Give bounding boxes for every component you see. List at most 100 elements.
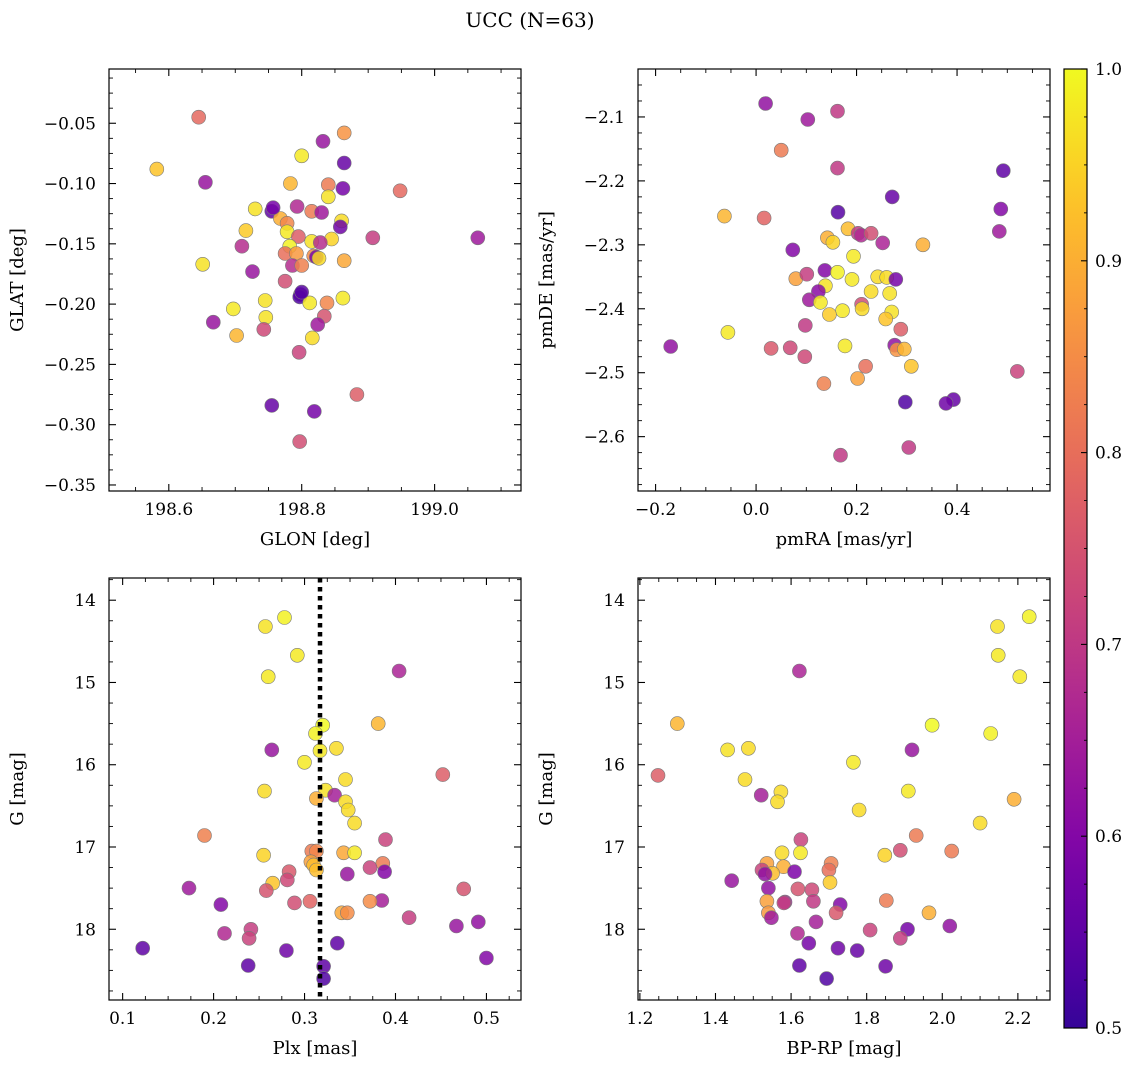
colorbar-tick-label: 1.0 (1095, 60, 1122, 80)
x-axis-label: pmRA [mas/yr] (776, 529, 913, 550)
data-point (291, 229, 306, 244)
data-point (191, 109, 206, 125)
y-tick-label: 16 (603, 756, 625, 776)
data-point (283, 176, 298, 191)
x-tick-label: 198.6 (144, 500, 193, 520)
data-point (896, 341, 912, 357)
data-point (650, 768, 666, 783)
data-point (903, 358, 919, 374)
figure-title: UCC (N=63) (465, 8, 594, 32)
data-point (882, 286, 898, 301)
y-tick-label: −2.3 (584, 236, 625, 256)
data-point (1009, 364, 1025, 379)
data-point (904, 742, 920, 758)
data-point (479, 950, 494, 966)
data-point (257, 293, 273, 308)
data-point (257, 783, 272, 799)
data-point (792, 663, 807, 679)
data-point (319, 295, 335, 311)
data-point (135, 940, 150, 956)
data-point (830, 940, 846, 956)
data-point (195, 256, 210, 272)
data-point (312, 235, 328, 250)
y-tick-label: 17 (74, 838, 96, 858)
data-point (761, 880, 776, 896)
y-tick-label: −2.4 (584, 300, 625, 320)
data-point (362, 860, 378, 875)
y-tick-label: 18 (603, 920, 625, 940)
data-point (737, 772, 753, 787)
data-point (336, 155, 352, 171)
data-point (830, 103, 845, 119)
data-point (938, 396, 954, 411)
x-tick-label: 0.5 (473, 1009, 500, 1029)
x-axis-label: GLON [deg] (260, 529, 370, 550)
x-tick-label: 0.0 (743, 500, 770, 520)
y-tick-label: −0.05 (44, 114, 96, 134)
data-point (370, 716, 386, 731)
data-point (470, 914, 486, 930)
data-point (149, 161, 165, 177)
x-tick-label: 1.2 (626, 1009, 653, 1029)
data-point (302, 295, 318, 311)
data-point (797, 318, 813, 333)
data-point (277, 610, 292, 625)
data-point (391, 663, 407, 679)
y-axis-label: pmDE [mas/yr] (536, 211, 557, 349)
data-point (294, 284, 310, 300)
data-point (835, 303, 850, 319)
data-point (339, 905, 355, 921)
data-point (884, 189, 900, 205)
data-point (801, 935, 817, 951)
data-point (306, 404, 322, 419)
data-point (764, 910, 779, 926)
x-tick-label: 199.0 (410, 500, 459, 520)
y-axis-label: G [mag] (7, 752, 28, 825)
data-point (983, 726, 999, 741)
data-point (289, 199, 305, 214)
data-point (877, 847, 893, 863)
data-point (314, 205, 329, 220)
data-point (717, 208, 732, 224)
data-point (247, 201, 263, 217)
data-point (241, 930, 257, 946)
data-point (854, 301, 870, 317)
data-point (258, 883, 274, 898)
x-tick-label: 0.2 (843, 500, 870, 520)
colorbar-tick-label: 0.5 (1095, 1019, 1122, 1039)
data-point (790, 926, 805, 941)
data-point (888, 272, 904, 287)
data-point (315, 134, 331, 149)
data-point (720, 325, 736, 340)
data-point (850, 371, 865, 386)
data-point (758, 96, 773, 111)
data-point (892, 842, 908, 858)
data-point (921, 905, 937, 921)
data-point (234, 238, 250, 254)
data-point (773, 142, 789, 158)
data-point (1006, 791, 1022, 807)
data-point (349, 387, 365, 402)
data-point (258, 619, 273, 634)
data-point (435, 767, 451, 782)
x-tick-label: 0.4 (382, 1009, 409, 1029)
data-point (756, 210, 772, 226)
axes-frame (108, 577, 522, 1001)
data-point (265, 200, 281, 215)
data-point (785, 242, 801, 258)
data-point (289, 647, 305, 663)
y-tick-label: −0.30 (44, 416, 96, 436)
panels-layer: 198.6 198.8 199.0 −0.05 −0.10 −0.15 −0.20 −0.25… (7, 68, 1051, 1059)
y-tick-label: 15 (74, 673, 96, 693)
y-tick-label: −2.2 (584, 172, 625, 192)
data-point (226, 301, 241, 317)
data-point (206, 314, 221, 330)
data-point (258, 310, 274, 325)
data-point (277, 273, 293, 289)
colorbar-tick-label: 0.7 (1095, 635, 1122, 655)
data-point (991, 224, 1007, 239)
data-point (817, 263, 833, 278)
points-layer (135, 610, 494, 986)
data-point (924, 717, 940, 733)
data-point (793, 845, 808, 861)
